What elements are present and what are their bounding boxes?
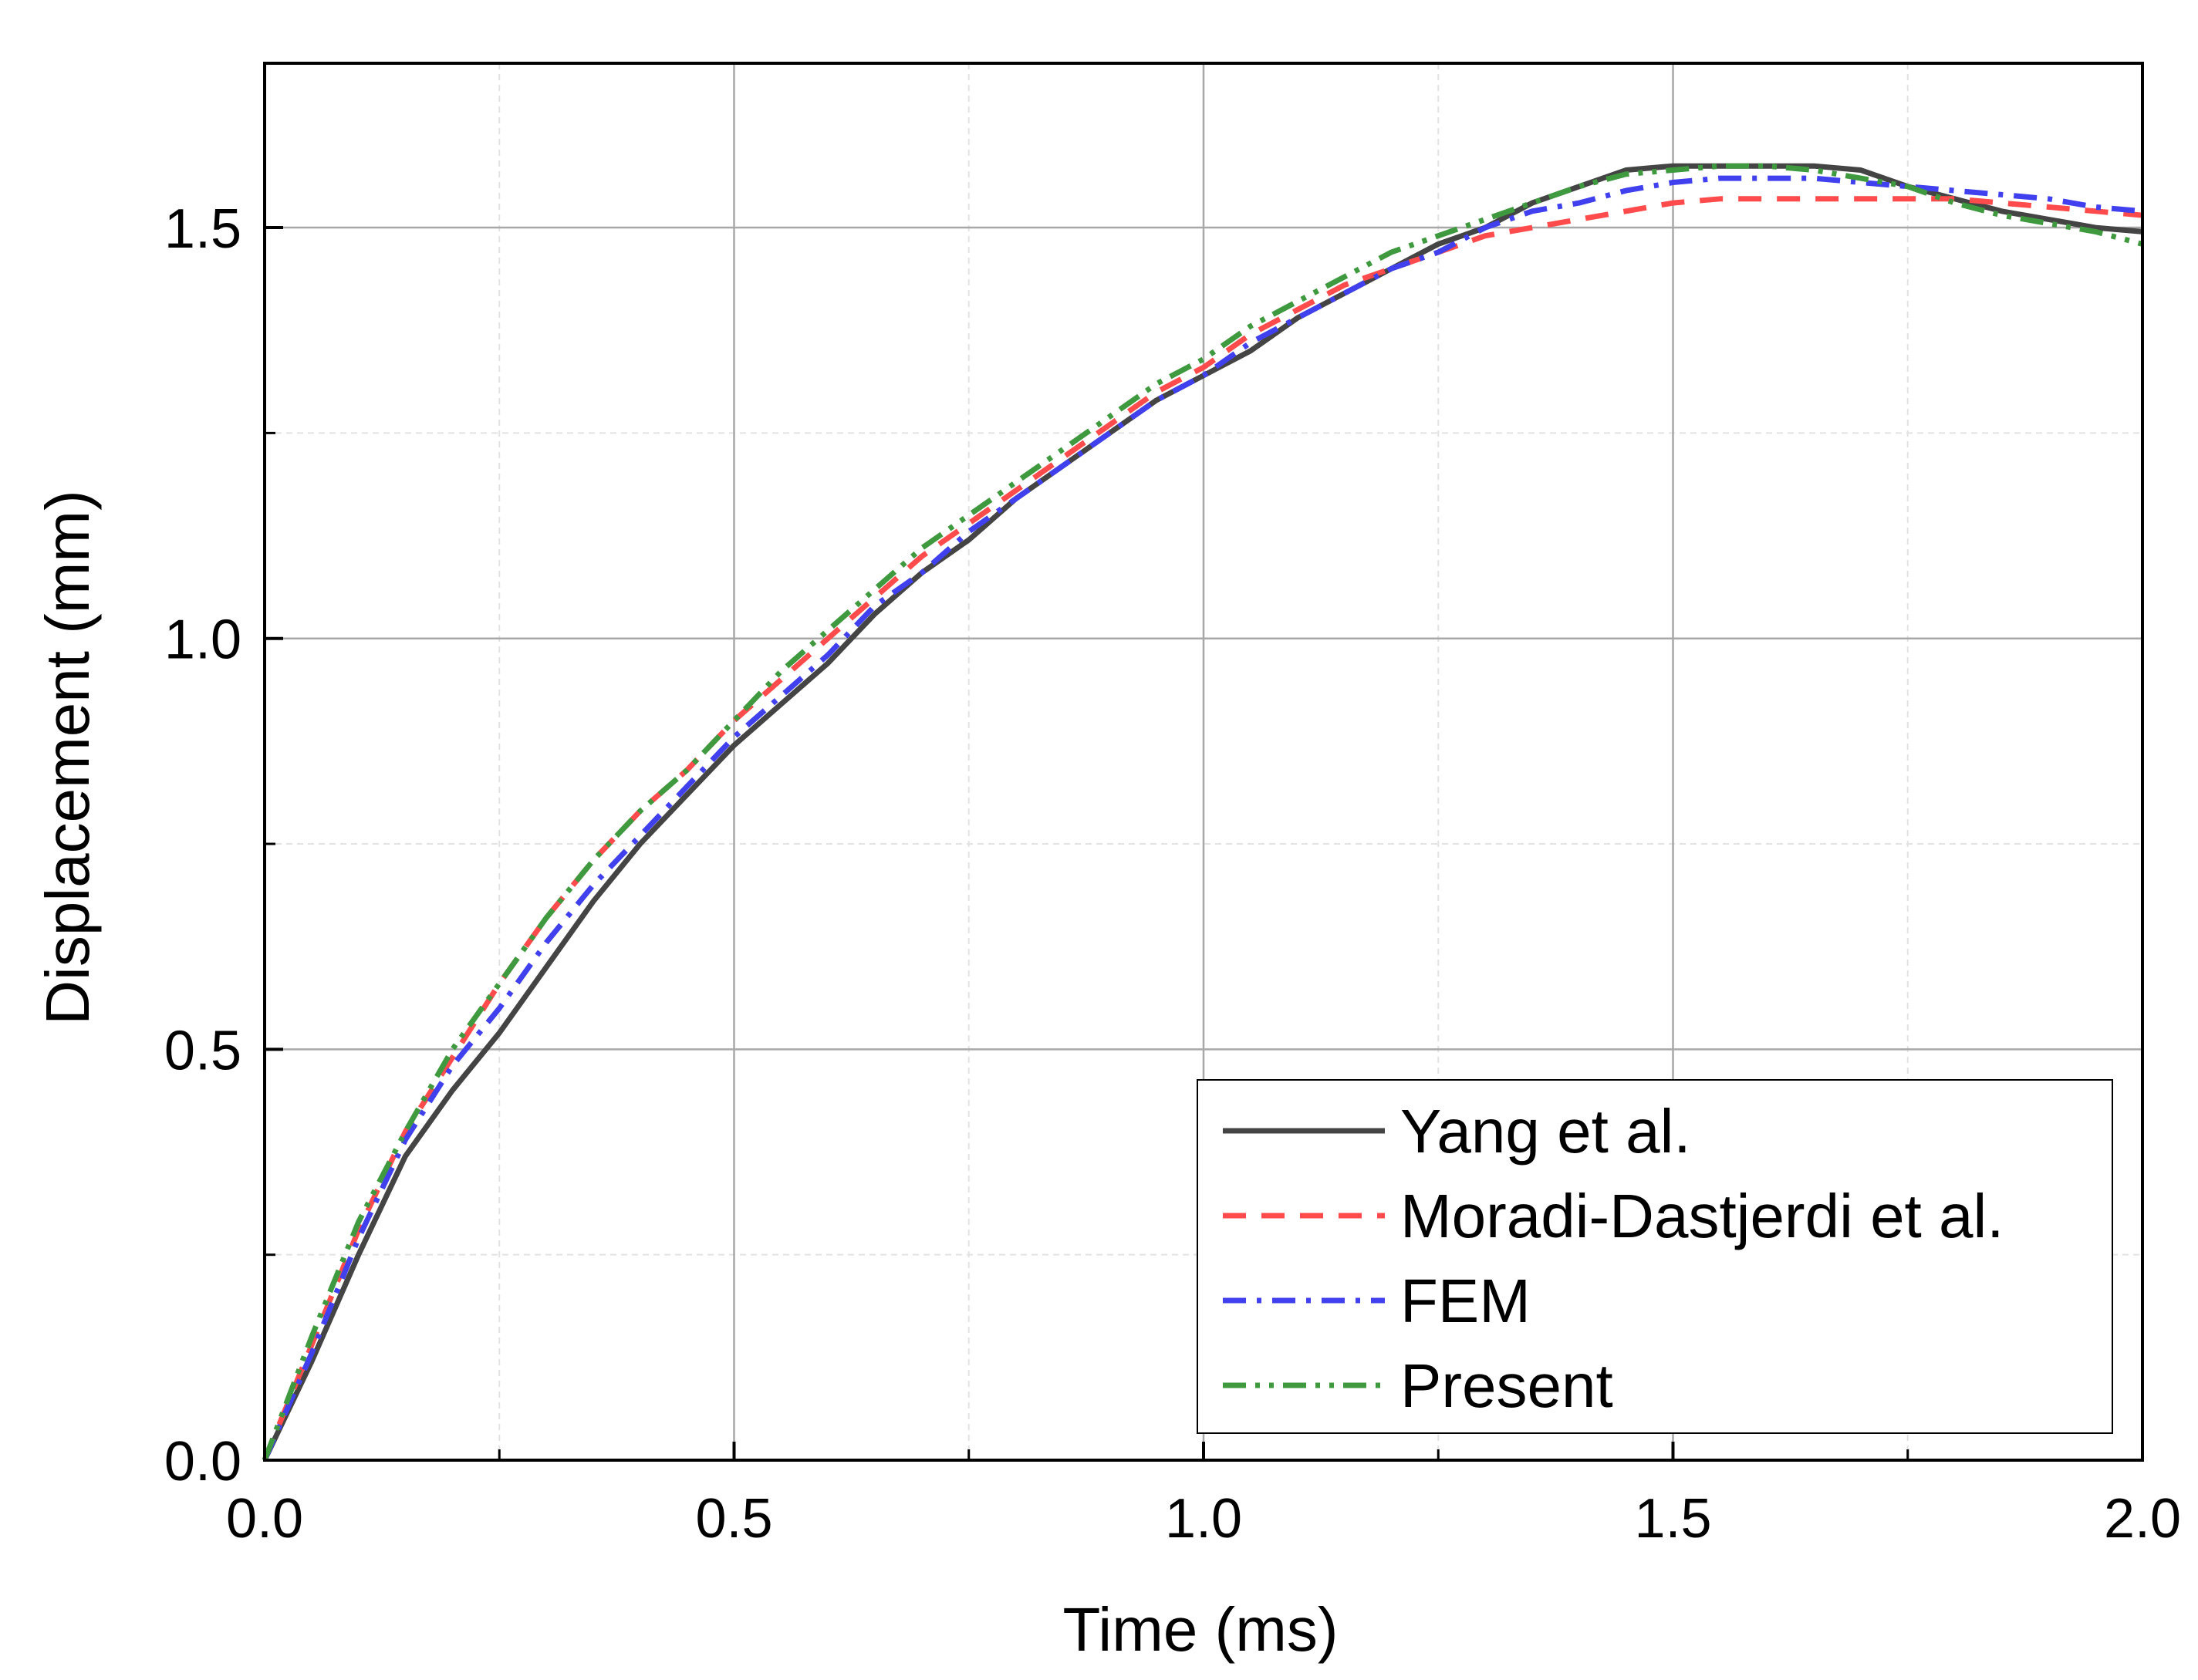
y-tick-label: 0.0	[164, 1431, 241, 1493]
x-axis-title: Time (ms)	[1063, 1595, 1339, 1664]
series-line-present	[262, 163, 2143, 1462]
y-axis-title: Displacement (mm)	[33, 490, 102, 1024]
minor-grid	[265, 63, 2142, 1460]
x-tick-label: 0.5	[695, 1488, 772, 1550]
legend-label-fem: FEM	[1400, 1267, 1531, 1335]
tick-labels: 0.0 0.5 1.0 1.5 2.0 0.0 0.5 1.0 1.5	[164, 198, 2181, 1550]
y-tick-label: 1.5	[164, 198, 241, 260]
series-line-fem	[262, 175, 2143, 1462]
y-tick-label: 0.5	[164, 1020, 241, 1081]
series-layer	[262, 163, 2143, 1462]
legend-entries: Yang et al. Moradi-Dastjerdi et al. FEM Pre…	[1223, 1097, 2004, 1420]
x-tick-label: 1.0	[1165, 1488, 1242, 1550]
x-tick-label: 1.5	[1634, 1488, 1711, 1550]
legend-label-present: Present	[1400, 1351, 1613, 1420]
legend-label-moradi-dastjerdi-et-al: Moradi-Dastjerdi et al.	[1400, 1182, 2004, 1250]
x-tick-label: 0.0	[226, 1488, 303, 1550]
x-tick-label: 2.0	[2104, 1488, 2181, 1550]
plot-frame	[263, 62, 2144, 1462]
legend-label-yang-et-al: Yang et al.	[1400, 1097, 1691, 1166]
legend-box	[1197, 1079, 2113, 1434]
legend: Yang et al. Moradi-Dastjerdi et al. FEM Pre…	[1197, 1079, 2113, 1434]
y-tick-label: 1.0	[164, 609, 241, 671]
